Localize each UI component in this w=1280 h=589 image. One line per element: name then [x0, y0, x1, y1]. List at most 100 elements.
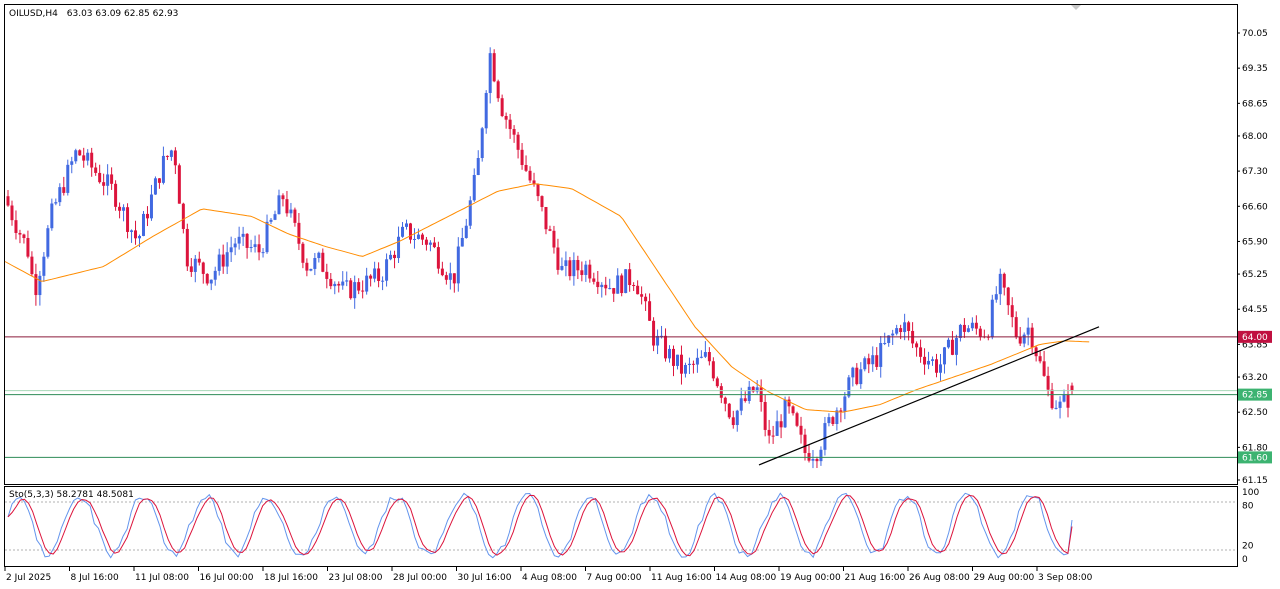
- candle: [54, 198, 58, 206]
- candle: [161, 146, 165, 185]
- candle: [524, 155, 528, 172]
- candle: [102, 173, 106, 196]
- level-tag-current: 62.85: [1238, 388, 1272, 401]
- candle: [536, 183, 540, 202]
- collapse-arrow-icon[interactable]: [1071, 5, 1081, 10]
- time-tick-label: 4 Aug 08:00: [522, 573, 577, 583]
- candle: [90, 147, 94, 177]
- candle: [1010, 297, 1014, 328]
- price-tick-label: 69.35: [1242, 64, 1268, 74]
- candle: [504, 112, 508, 129]
- candle: [1026, 317, 1030, 346]
- candlestick-series: [6, 47, 1074, 469]
- candle: [58, 183, 62, 207]
- candle: [448, 262, 452, 290]
- candle: [106, 164, 110, 196]
- candle: [285, 190, 289, 217]
- svg-text:64.00: 64.00: [1242, 333, 1268, 343]
- level-tag-support: 61.60: [1238, 451, 1272, 464]
- candle: [500, 94, 504, 118]
- candle: [859, 362, 863, 389]
- candle: [803, 428, 807, 461]
- candle: [735, 409, 739, 432]
- candle: [771, 425, 775, 444]
- candle: [867, 353, 871, 374]
- candle: [217, 248, 221, 276]
- symbol-label: OILUSD,H4: [9, 9, 58, 19]
- candle: [452, 273, 456, 293]
- candle: [576, 255, 580, 280]
- time-tick-label: 28 Jul 00:00: [393, 573, 447, 583]
- candle: [472, 168, 476, 202]
- candle: [289, 202, 293, 218]
- candle: [747, 380, 751, 404]
- time-tick-label: 3 Sep 08:00: [1038, 573, 1093, 583]
- candle: [373, 261, 377, 283]
- svg-text:61.60: 61.60: [1242, 453, 1268, 463]
- candle: [528, 166, 532, 183]
- candle: [26, 230, 30, 259]
- candle: [484, 90, 488, 134]
- candle: [1054, 400, 1058, 410]
- candle: [325, 263, 329, 289]
- candle: [600, 282, 604, 298]
- candle: [624, 269, 628, 294]
- candle: [273, 210, 277, 221]
- price-tick-label: 66.60: [1242, 202, 1268, 212]
- candle: [687, 357, 691, 375]
- candle: [568, 256, 572, 281]
- candle: [875, 347, 879, 370]
- candle: [787, 396, 791, 414]
- candle: [827, 413, 831, 427]
- candle: [994, 286, 998, 303]
- price-tick-label: 70.05: [1242, 29, 1268, 39]
- candle: [277, 189, 281, 215]
- candle: [966, 325, 970, 333]
- candle: [401, 221, 405, 238]
- candle: [432, 237, 436, 249]
- candle: [241, 226, 245, 246]
- candle: [86, 149, 90, 166]
- candle: [855, 363, 859, 386]
- ascending-trendline[interactable]: [758, 326, 1100, 466]
- candle: [815, 456, 819, 468]
- time-tick-label: 11 Jul 08:00: [135, 573, 189, 583]
- candle: [919, 339, 923, 363]
- candle: [755, 380, 759, 394]
- candle: [612, 287, 616, 302]
- candle: [329, 273, 333, 290]
- candle: [799, 416, 803, 444]
- candle: [153, 176, 157, 195]
- candle: [652, 317, 656, 352]
- candle: [699, 350, 703, 359]
- candle: [74, 148, 78, 164]
- candle: [169, 149, 173, 161]
- candle: [767, 419, 771, 444]
- candle: [62, 176, 66, 196]
- candle: [34, 263, 38, 306]
- time-tick-label: 8 Jul 16:00: [71, 573, 120, 583]
- candle: [110, 167, 114, 190]
- candle: [349, 278, 353, 300]
- candle: [560, 257, 564, 271]
- candle: [580, 261, 584, 282]
- candle: [879, 335, 883, 378]
- candle: [508, 113, 512, 139]
- candle: [10, 200, 14, 226]
- candle: [428, 240, 432, 252]
- price-tick-label: 62.50: [1242, 408, 1268, 418]
- candle: [927, 351, 931, 370]
- candle: [265, 214, 269, 254]
- candle: [496, 79, 500, 102]
- candle: [903, 313, 907, 341]
- candle: [516, 131, 520, 159]
- candle: [42, 252, 46, 282]
- candle: [851, 366, 855, 387]
- candle: [444, 271, 448, 285]
- candle: [895, 324, 899, 336]
- candle: [134, 220, 138, 245]
- candle: [82, 147, 86, 168]
- candle: [863, 356, 867, 372]
- candle: [998, 268, 1002, 305]
